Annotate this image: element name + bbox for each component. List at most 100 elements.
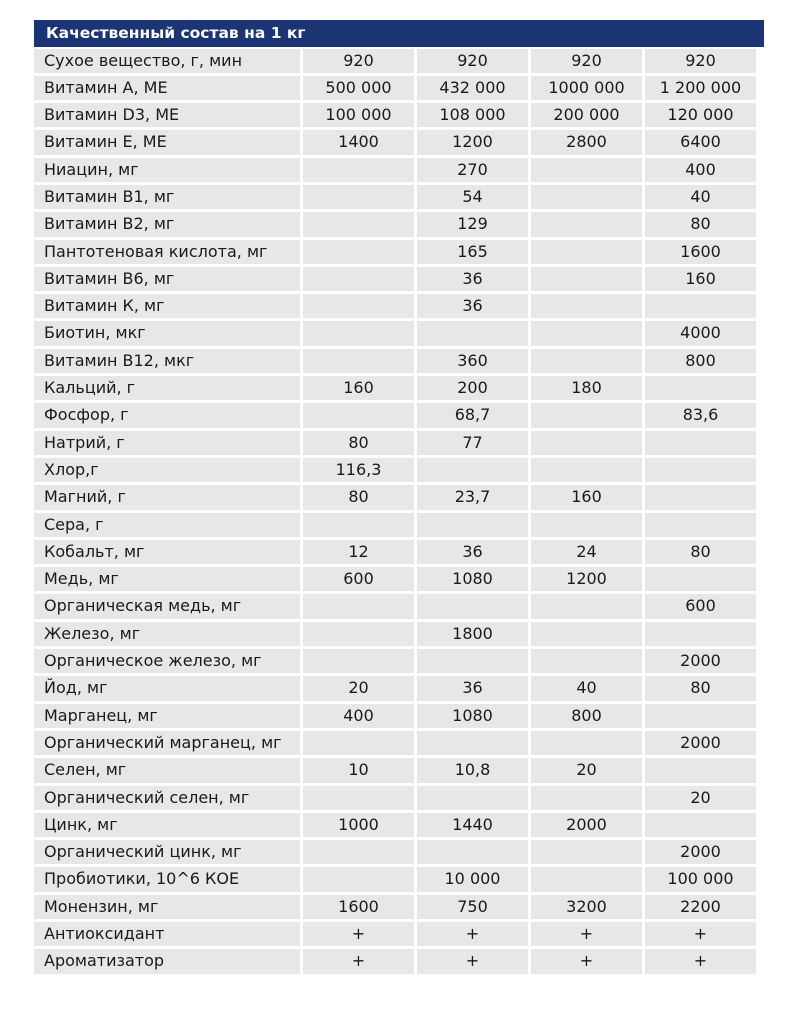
value-cell <box>531 321 642 346</box>
row-label: Биотин, мкг <box>34 321 300 346</box>
value-cell: 1 200 000 <box>645 75 756 101</box>
value-cell <box>417 840 528 865</box>
value-cell: 108 000 <box>417 103 528 128</box>
value-cell <box>645 512 756 537</box>
table-row: Магний, г 80 23,7 160 <box>34 484 764 511</box>
table-row: Цинк, мг 1000 1440 2000 <box>34 811 764 838</box>
value-cell: + <box>417 949 528 974</box>
value-cell: 1440 <box>417 812 528 838</box>
value-cell: 400 <box>303 703 414 728</box>
value-cell: + <box>645 922 756 947</box>
value-cell: 80 <box>645 676 756 701</box>
value-cell <box>645 430 756 455</box>
value-cell: 80 <box>303 430 414 455</box>
table-row: Витамин А, МЕ 500 000 432 000 1000 000 1 200… <box>34 74 764 101</box>
value-cell: 77 <box>417 430 528 455</box>
row-label: Органическое железо, мг <box>34 649 300 674</box>
value-cell: 10,8 <box>417 758 528 783</box>
value-cell <box>531 730 642 756</box>
value-cell: 10 000 <box>417 867 528 892</box>
value-cell: + <box>531 949 642 974</box>
value-cell: 160 <box>303 376 414 401</box>
table-row: Органический марганец, мг 2000 <box>34 729 764 756</box>
value-cell: 12 <box>303 539 414 565</box>
value-cell: 1000 000 <box>531 75 642 101</box>
table-row: Органическое железо, мг 2000 <box>34 648 764 675</box>
table-row: Марганец, мг 400 1080 800 <box>34 702 764 729</box>
value-cell <box>531 649 642 674</box>
table-row: Сера, г <box>34 511 764 538</box>
value-cell: 80 <box>645 539 756 565</box>
composition-table: Качественный состав на 1 кг Сухое вещест… <box>34 20 764 975</box>
value-cell <box>531 867 642 892</box>
value-cell: 180 <box>531 376 642 401</box>
value-cell: 920 <box>645 48 756 73</box>
value-cell: 100 000 <box>303 103 414 128</box>
value-cell <box>303 785 414 810</box>
value-cell <box>531 457 642 483</box>
row-label: Витамин Е, МЕ <box>34 130 300 155</box>
value-cell: 1000 <box>303 812 414 838</box>
value-cell: 920 <box>531 48 642 73</box>
value-cell: 54 <box>417 184 528 210</box>
value-cell: 100 000 <box>645 867 756 892</box>
table-row: Витамин К, мг 36 <box>34 293 764 320</box>
table-row: Хлор,г 116,3 <box>34 456 764 483</box>
table-row: Биотин, мкг 4000 <box>34 320 764 347</box>
value-cell: 20 <box>531 758 642 783</box>
value-cell: 20 <box>303 676 414 701</box>
value-cell: 1200 <box>531 567 642 592</box>
value-cell: + <box>531 922 642 947</box>
value-cell: 36 <box>417 539 528 565</box>
value-cell: 750 <box>417 894 528 919</box>
value-cell <box>645 294 756 319</box>
table-row: Йод, мг 20 36 40 80 <box>34 675 764 702</box>
value-cell: 40 <box>645 184 756 210</box>
value-cell: + <box>303 922 414 947</box>
value-cell <box>303 184 414 210</box>
value-cell <box>645 457 756 483</box>
value-cell <box>303 649 414 674</box>
table-body: Сухое вещество, г, мин 920 920 920 920 Витами… <box>34 47 764 975</box>
row-label: Ароматизатор <box>34 949 300 974</box>
table-row: Ниацин, мг 270 400 <box>34 156 764 183</box>
row-label: Пантотеновая кислота, мг <box>34 239 300 264</box>
table-row: Ароматизатор + + + + <box>34 948 764 975</box>
value-cell <box>303 840 414 865</box>
value-cell <box>417 512 528 537</box>
value-cell <box>531 348 642 374</box>
row-label: Витамин В2, мг <box>34 212 300 237</box>
table-row: Селен, мг 10 10,8 20 <box>34 757 764 784</box>
row-label: Витамин В1, мг <box>34 184 300 210</box>
row-label: Антиоксидант <box>34 922 300 947</box>
table-row: Антиоксидант + + + + <box>34 921 764 948</box>
row-label: Медь, мг <box>34 567 300 592</box>
value-cell <box>645 812 756 838</box>
table-row: Витамин В6, мг 36 160 <box>34 265 764 292</box>
value-cell: 920 <box>417 48 528 73</box>
value-cell: 2000 <box>645 840 756 865</box>
table-row: Натрий, г 80 77 <box>34 429 764 456</box>
table-row: Железо, мг 1800 <box>34 620 764 647</box>
value-cell: 2000 <box>645 730 756 756</box>
value-cell <box>645 376 756 401</box>
value-cell <box>303 867 414 892</box>
table-row: Витамин D3, МЕ 100 000 108 000 200 000 120 0… <box>34 102 764 129</box>
value-cell <box>303 321 414 346</box>
value-cell <box>531 785 642 810</box>
value-cell: 36 <box>417 294 528 319</box>
value-cell: 80 <box>645 212 756 237</box>
value-cell <box>303 403 414 428</box>
row-label: Витамин В6, мг <box>34 266 300 292</box>
table-row: Витамин В2, мг 129 80 <box>34 211 764 238</box>
value-cell: 20 <box>645 785 756 810</box>
value-cell: 36 <box>417 676 528 701</box>
value-cell: 920 <box>303 48 414 73</box>
row-label: Сера, г <box>34 512 300 537</box>
value-cell: 432 000 <box>417 75 528 101</box>
row-label: Натрий, г <box>34 430 300 455</box>
table-row: Кобальт, мг 12 36 24 80 <box>34 538 764 565</box>
value-cell <box>303 294 414 319</box>
value-cell: 2000 <box>531 812 642 838</box>
value-cell: 36 <box>417 266 528 292</box>
